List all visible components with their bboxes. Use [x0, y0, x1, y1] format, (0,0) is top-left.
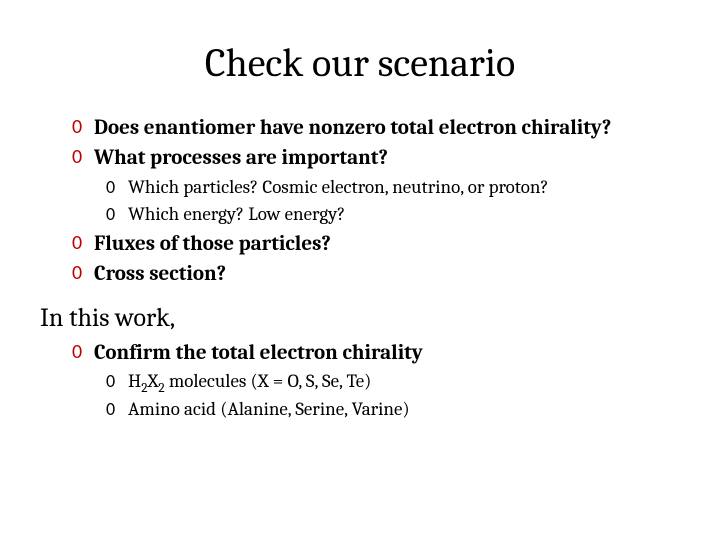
bullet-marker: 0: [72, 144, 82, 171]
top-bullet-list: 0 Does enantiomer have nonzero total ele…: [40, 114, 680, 289]
list-item-text: Amino acid (Alanine, Serine, Varine): [128, 398, 410, 420]
list-item: 0 What processes are important?: [72, 144, 680, 172]
list-item: 0 Does enantiomer have nonzero total ele…: [72, 114, 680, 142]
list-item: 0 Amino acid (Alanine, Serine, Varine): [106, 397, 680, 423]
bullet-marker: 0: [72, 260, 82, 287]
list-item: 0 Fluxes of those particles?: [72, 230, 680, 258]
list-item-text: Cross section?: [94, 262, 226, 286]
list-item: 0 Confirm the total electron chirality: [72, 339, 680, 367]
list-item: 0 H2X2 molecules (X = O, S, Se, Te): [106, 369, 680, 395]
list-item-text: H2X2 molecules (X = O, S, Se, Te): [128, 370, 371, 392]
bullet-marker: 0: [106, 369, 115, 393]
bullet-marker: 0: [72, 114, 82, 141]
list-item-text: Which energy? Low energy?: [128, 203, 345, 225]
bottom-bullet-list: 0 Confirm the total electron chirality 0…: [40, 339, 680, 423]
list-item-text: Does enantiomer have nonzero total elect…: [94, 116, 611, 140]
bullet-marker: 0: [106, 175, 115, 199]
section-header: In this work,: [40, 303, 680, 333]
list-item-text: Fluxes of those particles?: [94, 232, 331, 256]
list-item-text: Confirm the total electron chirality: [94, 341, 423, 365]
list-item: 0 Cross section?: [72, 260, 680, 288]
bullet-marker: 0: [106, 397, 115, 421]
bullet-marker: 0: [72, 230, 82, 257]
list-item: 0 Which energy? Low energy?: [106, 202, 680, 228]
bullet-marker: 0: [106, 202, 115, 226]
list-item-text: What processes are important?: [94, 146, 388, 170]
slide-title: Check our scenario: [40, 40, 680, 86]
bullet-marker: 0: [72, 339, 82, 366]
list-item-text: Which particles? Cosmic electron, neutri…: [128, 176, 549, 198]
list-item: 0 Which particles? Cosmic electron, neut…: [106, 175, 680, 201]
